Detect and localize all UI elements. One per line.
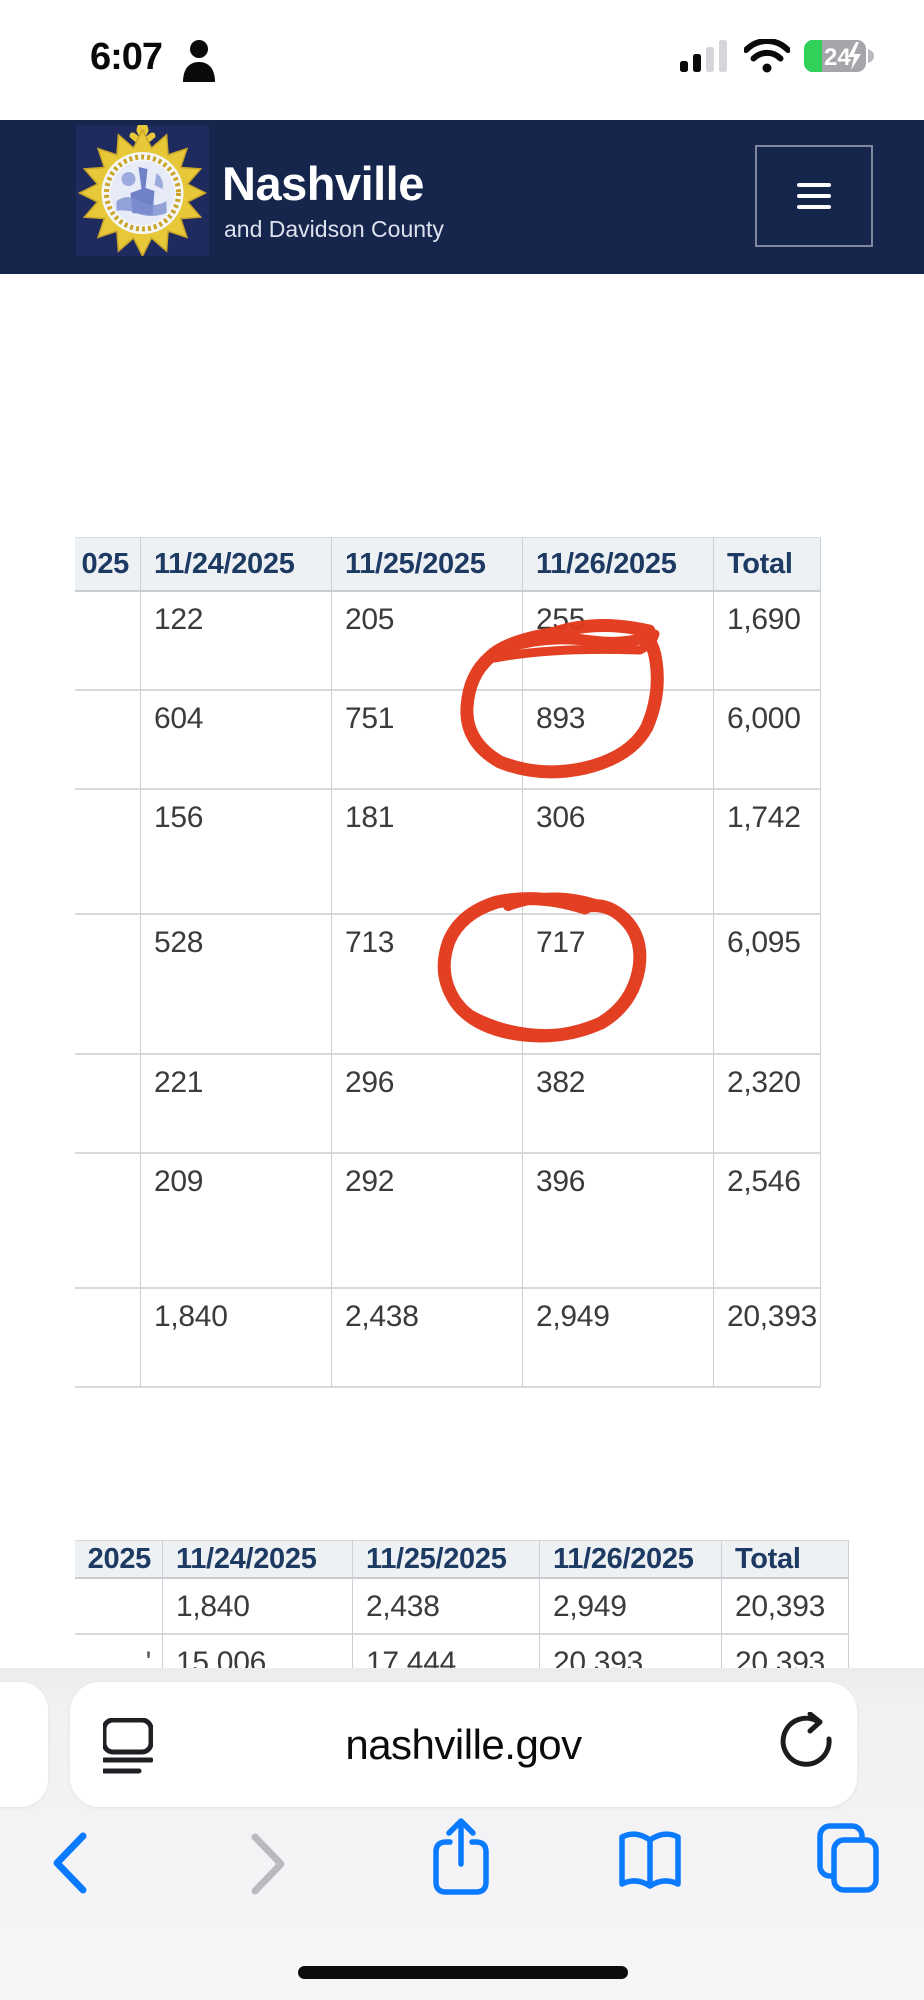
status-icons: 24 [680,38,878,79]
column-header: 025 [75,537,141,592]
column-header: 11/25/2025 [353,1540,540,1579]
table-row: 604 751 893 6,000 [75,691,821,790]
table-cell [75,592,141,691]
column-header: 2025 [75,1540,163,1579]
table-cell: 2,438 [332,1289,523,1388]
clock-time: 6:07 [90,36,163,78]
hamburger-icon [797,176,831,216]
table-row: 209 292 396 2,546 [75,1154,821,1289]
table-cell [75,915,141,1055]
table-cell: 255 [523,592,714,691]
site-header: Nashville and Davidson County [0,120,924,274]
hamburger-menu-button[interactable] [755,145,873,247]
site-title[interactable]: Nashville [222,157,424,210]
battery-percent-text: 24 [824,44,851,71]
table-row: 156 181 306 1,742 [75,790,821,915]
table-cell: 1,742 [714,790,821,915]
column-header: 11/26/2025 [540,1540,722,1579]
table-cell: 604 [141,691,332,790]
table-cell: 528 [141,915,332,1055]
table-cell: 713 [332,915,523,1055]
table-cell [75,1154,141,1289]
table-cell: 6,095 [714,915,821,1055]
column-header: 11/26/2025 [523,537,714,592]
person-icon [180,38,218,87]
column-header: 11/24/2025 [141,537,332,592]
table-cell: 296 [332,1055,523,1154]
table-cell: 1,840 [163,1579,353,1635]
table-cell: 2,320 [714,1055,821,1154]
adjacent-tab-peek[interactable] [0,1682,48,1807]
table-row: 1,840 2,438 2,949 20,393 [75,1579,849,1635]
back-button[interactable] [50,1832,90,1897]
bookmarks-icon[interactable] [614,1828,686,1897]
table-cell: 156 [141,790,332,915]
table-cell: 122 [141,592,332,691]
site-subtitle: and Davidson County [224,216,444,242]
column-header: 11/25/2025 [332,537,523,592]
table-row: 1,840 2,438 2,949 20,393 [75,1289,821,1388]
table-cell: 6,000 [714,691,821,790]
table-cell: 751 [332,691,523,790]
table-cell [75,1289,141,1388]
url-text[interactable]: nashville.gov [345,1720,582,1768]
column-header: Total [714,537,821,592]
nashville-seal-logo [76,121,209,258]
safari-bottom-bar: nashville.gov [0,1668,924,2000]
page-menu-icon[interactable] [101,1717,154,1777]
table-cell [75,691,141,790]
status-bar: 6:07 [0,0,924,120]
table-row: 122 205 255 1,690 [75,592,821,691]
table-cell: 1,690 [714,592,821,691]
wifi-icon [743,38,791,78]
table-cell: 396 [523,1154,714,1289]
table-cell: 382 [523,1055,714,1154]
table-cell: 1,840 [141,1289,332,1388]
table-cell: 20,393 [722,1579,849,1635]
forward-button[interactable] [248,1833,288,1898]
table-cell: 292 [332,1154,523,1289]
table1-scroll-viewport[interactable]: 025 11/24/2025 11/25/2025 11/26/2025 Total 12… [75,537,821,1390]
share-icon[interactable] [428,1816,494,1901]
table-cell: 2,949 [523,1289,714,1388]
daily-counts-table: 025 11/24/2025 11/25/2025 11/26/2025 Total 12… [75,537,821,1388]
table-cell: 20,393 [714,1289,821,1388]
table-cell [75,1055,141,1154]
tabs-icon[interactable] [812,1820,882,1899]
table-cell: 209 [141,1154,332,1289]
table-cell: 181 [332,790,523,915]
home-indicator[interactable] [298,1966,628,1979]
battery-charging-icon: 24 [804,38,878,79]
address-bar[interactable]: nashville.gov [70,1682,857,1807]
table-cell [75,790,141,915]
table-cell: 2,546 [714,1154,821,1289]
column-header: Total [722,1540,849,1579]
table-cell: 306 [523,790,714,915]
cellular-signal-icon [680,39,730,78]
table-cell: 893 [523,691,714,790]
table-cell: 221 [141,1055,332,1154]
table-cell [75,1579,163,1635]
table-cell: 205 [332,592,523,691]
column-header: 11/24/2025 [163,1540,353,1579]
reload-icon[interactable] [780,1711,836,1775]
table-row: 221 296 382 2,320 [75,1055,821,1154]
table-cell: 2,438 [353,1579,540,1635]
table-cell: 717 [523,915,714,1055]
table-cell: 2,949 [540,1579,722,1635]
table-row: 528 713 717 6,095 [75,915,821,1055]
